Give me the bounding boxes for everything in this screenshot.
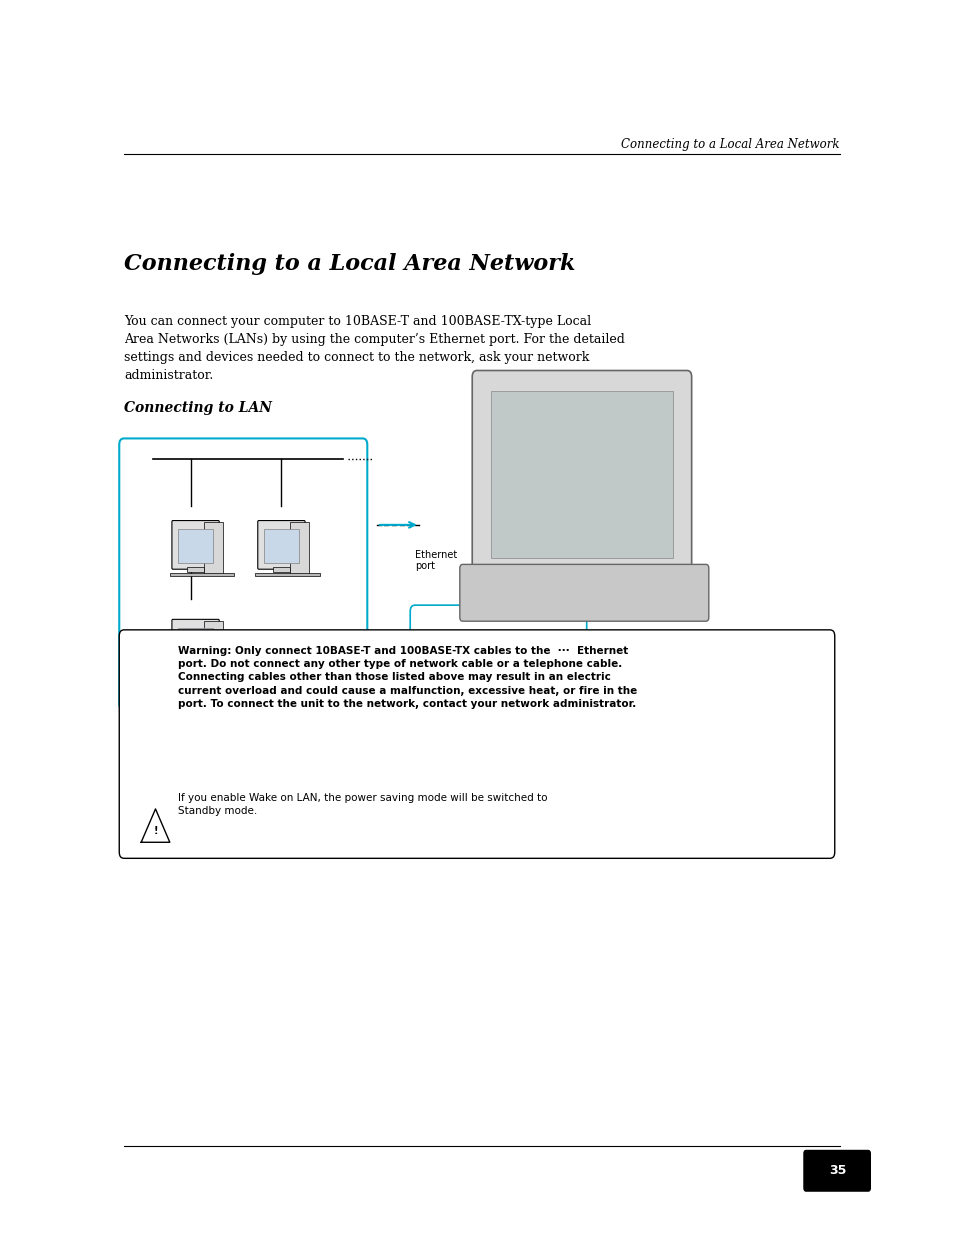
FancyBboxPatch shape	[802, 1150, 870, 1192]
Bar	[170, 672, 234, 676]
Bar	[255, 573, 320, 577]
Bar	[187, 666, 203, 671]
Text: Connecting to a Local Area Network: Connecting to a Local Area Network	[620, 137, 839, 151]
Bar	[170, 573, 234, 577]
FancyBboxPatch shape	[172, 521, 219, 569]
Text: You can connect your computer to 10BASE-T and 100BASE-TX-type Local
Area Network: You can connect your computer to 10BASE-…	[124, 315, 624, 382]
Bar	[443, 648, 491, 698]
FancyBboxPatch shape	[119, 438, 367, 710]
FancyBboxPatch shape	[459, 564, 708, 621]
Bar	[286, 632, 334, 667]
Bar	[289, 522, 309, 574]
Bar	[273, 567, 290, 572]
Bar	[177, 627, 213, 662]
FancyBboxPatch shape	[172, 620, 219, 668]
Bar	[187, 567, 203, 572]
Text: Warning: Only connect 10BASE-T and 100BASE-TX cables to the  ···  Ethernet
port.: Warning: Only connect 10BASE-T and 100BA…	[178, 646, 637, 709]
Bar	[204, 620, 223, 673]
Text: 35: 35	[828, 1165, 845, 1177]
Polygon shape	[141, 809, 170, 842]
Bar	[491, 391, 672, 558]
Bar	[263, 529, 299, 563]
FancyBboxPatch shape	[119, 630, 834, 858]
Text: !: !	[153, 826, 157, 836]
Bar	[204, 522, 223, 574]
FancyBboxPatch shape	[257, 521, 305, 569]
FancyBboxPatch shape	[472, 370, 691, 580]
Bar	[177, 529, 213, 563]
Text: Connecting to a Local Area Network: Connecting to a Local Area Network	[124, 253, 575, 275]
Text: Connecting to LAN: Connecting to LAN	[124, 401, 272, 415]
Text: If you enable Wake on LAN, the power saving mode will be switched to
Standby mod: If you enable Wake on LAN, the power sav…	[178, 793, 547, 816]
FancyBboxPatch shape	[410, 605, 586, 729]
Text: Ethernet
port: Ethernet port	[415, 550, 456, 571]
